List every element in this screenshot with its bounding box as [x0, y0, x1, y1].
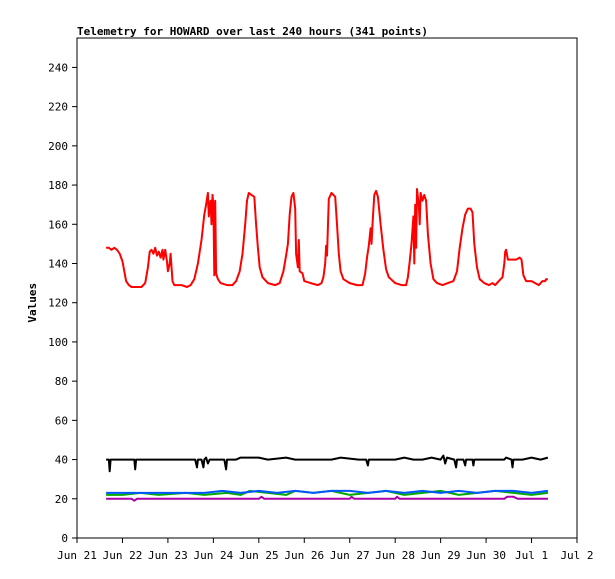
- y-tick-label: 100: [48, 336, 68, 349]
- y-axis: 0 20 40 60 80 100 120 140 160 180 200 220 240: [48, 61, 77, 545]
- series-line-2: [106, 454, 549, 473]
- y-tick-label: 200: [48, 140, 68, 153]
- y-tick-label: 220: [48, 101, 68, 114]
- x-axis: Jun 21 Jun 22 Jun 23 Jun 24 Jun 25 Jun 26 Jun …: [57, 538, 594, 562]
- x-tick-label: Jun 28: [375, 549, 415, 562]
- y-tick-label: 140: [48, 257, 68, 270]
- y-tick-label: 240: [48, 61, 68, 74]
- chart-title: Telemetry for HOWARD over last 240 hours…: [77, 25, 428, 38]
- x-tick-label: Jun 24: [193, 549, 233, 562]
- y-tick-label: 20: [55, 493, 68, 506]
- series-line-1: [106, 188, 548, 288]
- y-tick-label: 80: [55, 375, 68, 388]
- x-tick-label: Jun 21: [57, 549, 97, 562]
- x-tick-label: Jun 27: [330, 549, 370, 562]
- x-tick-label: Jun 30: [466, 549, 506, 562]
- x-tick-label: Jun 26: [284, 549, 324, 562]
- x-tick-label: Jun 29: [421, 549, 461, 562]
- y-tick-label: 0: [61, 532, 68, 545]
- series-line-5: [106, 495, 548, 502]
- y-axis-label: Values: [26, 283, 39, 323]
- y-tick-label: 180: [48, 179, 68, 192]
- x-tick-label: Jun 25: [239, 549, 279, 562]
- y-tick-label: 160: [48, 218, 68, 231]
- x-tick-label: Jun 23: [148, 549, 188, 562]
- x-tick-label: Jun 22: [103, 549, 143, 562]
- y-tick-label: 120: [48, 297, 68, 310]
- x-tick-label: Jul 1: [515, 549, 548, 562]
- y-tick-label: 60: [55, 414, 68, 427]
- y-tick-label: 40: [55, 454, 68, 467]
- series-layer: [106, 188, 549, 502]
- series-line-4: [106, 489, 549, 494]
- plot-area-frame: [76, 37, 578, 539]
- x-tick-label: Jul 2: [560, 549, 593, 562]
